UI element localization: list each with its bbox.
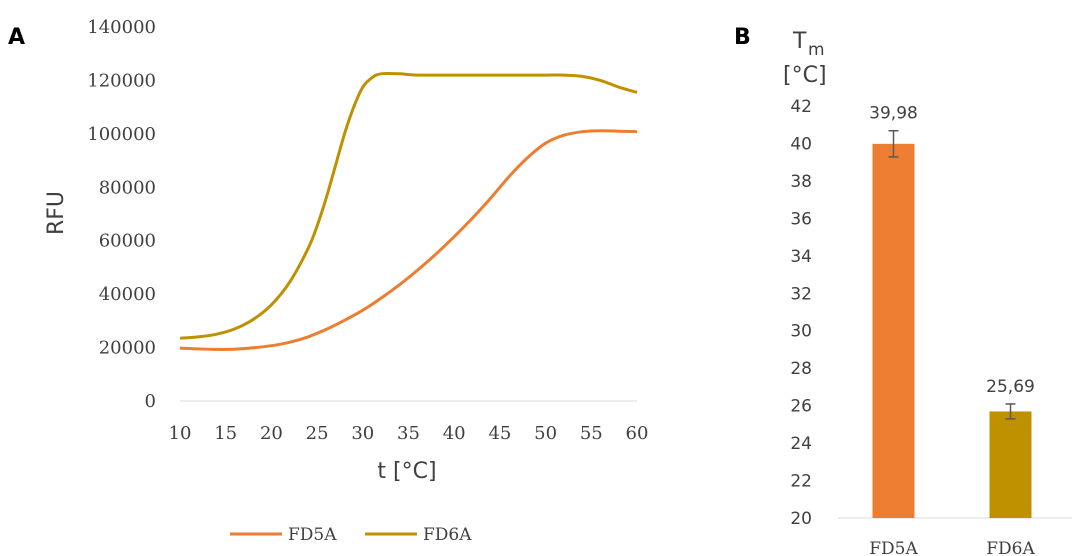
panel-a-x-tick-label: 40 xyxy=(443,423,466,444)
panel-a-x-tick-label: 10 xyxy=(169,423,192,444)
bar-fd6a xyxy=(989,411,1032,518)
series-line-fd6a xyxy=(179,71,638,340)
panel-a-y-tick-label: 20000 xyxy=(99,338,156,359)
series-line-fd5a xyxy=(179,129,638,351)
panel-b-y-tick-label: 40 xyxy=(790,134,812,154)
panel-b-y-axis-title-sub: m xyxy=(808,40,825,60)
panel-a-x-tick-label: 45 xyxy=(488,423,511,444)
panel-a-line-chart: 0 20000 40000 60000 80000 100000 120000 140000 1… xyxy=(87,17,648,444)
panel-b-y-tick-label: 24 xyxy=(790,434,812,454)
panel-b-y-tick-label: 34 xyxy=(790,247,812,267)
legend: FD5A FD6A xyxy=(230,525,472,545)
panel-b-y-tick-label: 36 xyxy=(790,209,812,229)
panel-b-y-tick-label: 38 xyxy=(790,172,812,192)
legend-label-fd6a: FD6A xyxy=(423,525,472,545)
bar-fd5a xyxy=(872,143,915,518)
panel-a-y-tick-label: 80000 xyxy=(99,177,156,198)
panel-a-y-tick-label: 100000 xyxy=(87,124,156,145)
panel-b-y-axis-title-main: T xyxy=(792,29,807,54)
panel-a-x-tick-label: 30 xyxy=(351,423,374,444)
panel-b-y-axis-title-unit: [°C] xyxy=(783,63,827,88)
panel-a-x-tick-label: 20 xyxy=(260,423,283,444)
panel-b-y-tick-label: 42 xyxy=(790,97,812,117)
panel-b-y-tick-label: 28 xyxy=(790,359,812,379)
panel-a-y-tick-label: 140000 xyxy=(87,17,156,38)
panel-a-x-tick-label: 25 xyxy=(306,423,329,444)
data-label-fd5a: 39,98 xyxy=(869,104,918,124)
panel-b-y-tick-label: 32 xyxy=(790,284,812,304)
panel-b-label: B xyxy=(734,25,751,50)
panel-a-label: A xyxy=(8,25,25,50)
category-label-fd6a: FD6A xyxy=(986,539,1035,556)
panel-a-x-tick-label: 15 xyxy=(214,423,237,444)
panel-a-x-tick-label: 50 xyxy=(534,423,557,444)
panel-a-y-tick-label: 120000 xyxy=(87,70,156,91)
category-label-fd5a: FD5A xyxy=(869,539,918,556)
panel-b-bar-chart: 20 22 24 26 28 30 32 34 36 38 40 42 39,98 FD5A 25,69 FD… xyxy=(790,97,1072,556)
panel-a-y-tick-label: 40000 xyxy=(99,284,156,305)
panel-b-y-tick-label: 20 xyxy=(790,509,812,529)
panel-b-y-tick-label: 22 xyxy=(790,472,812,492)
panel-a-y-tick-label: 60000 xyxy=(99,231,156,252)
panel-a-x-tick-label: 35 xyxy=(397,423,420,444)
panel-a-x-axis-title: t [°C] xyxy=(377,459,436,484)
panel-a-y-tick-label: 0 xyxy=(145,391,156,412)
panel-a-y-axis-title: RFU xyxy=(44,191,69,235)
legend-label-fd5a: FD5A xyxy=(288,525,337,545)
panel-b-y-tick-label: 26 xyxy=(790,397,812,417)
panel-a-x-tick-label: 55 xyxy=(580,423,603,444)
panel-b-y-tick-label: 30 xyxy=(790,322,812,342)
panel-a-x-tick-label: 60 xyxy=(626,423,649,444)
data-label-fd6a: 25,69 xyxy=(986,377,1035,397)
